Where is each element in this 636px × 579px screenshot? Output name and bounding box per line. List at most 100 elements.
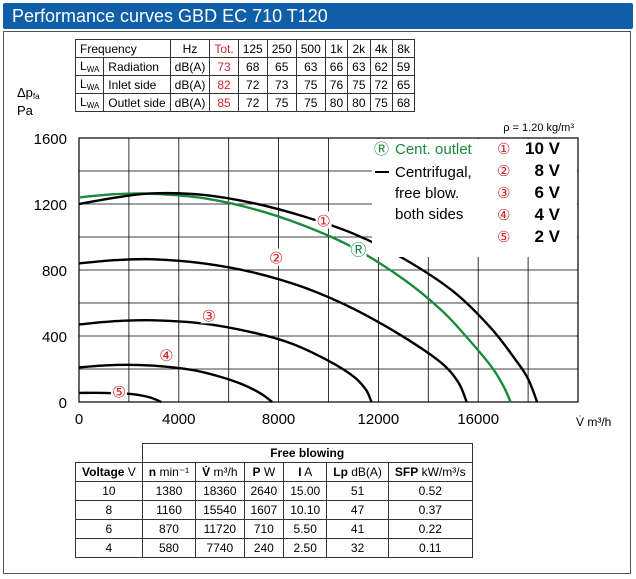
legend-voltage-symbol: ④ [497, 206, 510, 224]
table-cell: 0.22 [387, 519, 473, 539]
table-cell: 62 [369, 57, 393, 76]
row-label: Radiation [103, 57, 171, 76]
curve-2-v [78, 391, 162, 404]
y-axis-symbol: Δp [17, 85, 33, 100]
table-cell: 10.10 [283, 500, 328, 520]
table-cell: 75 [369, 93, 393, 112]
lwa-cell: LWA [74, 93, 105, 112]
chart-axes: 0 4000 8000 12000 16000 0 400 800 1200 1600 V̇ m³/… [34, 122, 612, 429]
chart-legend: Ⓡ Cent. outlet Centrifugal, free blow. both … [372, 139, 577, 257]
row-total: 82 [209, 75, 239, 94]
table-cell: 1607 [243, 500, 285, 520]
curve-marker-bg [350, 240, 367, 258]
table-cell: 72 [237, 93, 268, 112]
col-header-speed: n min⁻¹ [141, 462, 197, 482]
table-cell: 65 [266, 57, 297, 76]
sound-row-radiation: LWA Radiation dB(A) 73 68 65 63 66 63 62… [74, 57, 416, 76]
chart-series: ① ② ③ ④ ⑤ Ⓡ [78, 191, 539, 404]
performance-chart: 0 4000 8000 12000 16000 0 400 800 1200 1600 V̇ m³/… [34, 122, 612, 429]
free-table-group-row: Free blowing [76, 443, 473, 463]
table-cell: 15.00 [283, 481, 328, 501]
curve-marker-bg [268, 248, 285, 266]
table-cell: 73 [266, 75, 297, 94]
y-tick-label: 1200 [34, 197, 67, 214]
sound-row-inlet: LWA Inlet side dB(A) 82 72 73 75 76 75 7… [74, 75, 416, 94]
curve-marker-bg [158, 345, 175, 363]
curve-4-v [78, 363, 273, 403]
content-frame [3, 31, 631, 574]
table-row: 10 1380 18360 2640 15.00 51 0.52 [75, 481, 473, 501]
curve-marker: ③ [202, 306, 216, 325]
legend-cent-outlet-label: Cent. outlet [395, 141, 473, 158]
curve-marker: ① [316, 212, 330, 231]
legend-cent-outlet-symbol: Ⓡ [374, 140, 389, 158]
table-cell: 2640 [243, 481, 285, 501]
row-unit: dB(A) [169, 57, 211, 76]
table-cell: 18360 [195, 481, 245, 501]
col-header-sfp: SFP kW/m³/s [387, 462, 473, 482]
free-table-header-row: Voltage V n min⁻¹ V̇ m³/h P W I A Lp dB(… [75, 462, 473, 482]
y-axis-label: Δpfa Pa [17, 86, 40, 118]
y-tick-label: 800 [42, 263, 67, 280]
table-cell: 5.50 [283, 519, 328, 539]
legend-voltage-symbol: ⑤ [497, 228, 510, 246]
freq-header: 250 [266, 39, 297, 58]
table-cell: 870 [141, 519, 197, 539]
legend-background [372, 139, 577, 257]
table-cell: 51 [326, 481, 389, 501]
blank-cell [76, 444, 143, 463]
col-header-sound: Lp dB(A) [326, 462, 389, 482]
table-cell: 6 [75, 519, 143, 539]
legend-voltage-symbol: ② [497, 162, 510, 180]
table-cell: 76 [324, 75, 349, 94]
legend-voltage-label: 6 V [534, 183, 560, 202]
table-cell: 710 [243, 519, 285, 539]
table-cell: 580 [141, 538, 197, 558]
free-blowing-table: Free blowing Voltage V n min⁻¹ V̇ m³/h P… [75, 443, 473, 558]
row-total: 73 [209, 57, 239, 76]
sound-row-outlet: LWA Outlet side dB(A) 85 72 75 75 80 80 … [74, 93, 416, 112]
table-cell: 41 [326, 519, 389, 539]
sound-table-header-row: Frequency Hz Tot. 125 250 500 1k 2k 4k 8… [75, 39, 416, 58]
x-axis-label: V̇ m³/h [576, 415, 611, 429]
curve-marker-bg [200, 306, 217, 324]
table-cell: 0.37 [387, 500, 473, 520]
table-cell: 2.50 [283, 538, 328, 558]
table-cell: 8 [75, 500, 143, 520]
table-row: 8 1160 15540 1607 10.10 47 0.37 [75, 500, 473, 520]
curve-marker: Ⓡ [350, 240, 366, 259]
x-tick-label: 4000 [162, 411, 195, 428]
col-header-voltage: Voltage V [75, 462, 143, 482]
table-cell: 0.11 [387, 538, 473, 558]
frequency-header: Frequency [75, 39, 171, 58]
row-label: Outlet side [103, 93, 171, 112]
curve-6-v [78, 318, 373, 403]
free-blowing-header: Free blowing [141, 443, 473, 463]
table-cell: 75 [295, 93, 326, 112]
table-cell: 11720 [195, 519, 245, 539]
curve-marker-bg [110, 382, 127, 400]
x-tick-label: 12000 [358, 411, 400, 428]
legend-voltage-label: 2 V [534, 227, 560, 246]
curve-marker: ② [269, 249, 283, 268]
table-cell: 1160 [141, 500, 197, 520]
curve-marker: ④ [159, 346, 173, 365]
table-row: 4 580 7740 240 2.50 32 0.11 [75, 538, 473, 558]
col-header-airflow: V̇ m³/h [195, 462, 245, 482]
table-cell: 15540 [195, 500, 245, 520]
y-tick-label: 400 [42, 329, 67, 346]
freq-header: 4k [369, 39, 393, 58]
freq-header: 8k [391, 39, 416, 58]
table-cell: 0.52 [387, 481, 473, 501]
y-axis-unit: Pa [17, 103, 33, 118]
curve-10-v [78, 191, 539, 403]
table-cell: 240 [243, 538, 285, 558]
legend-free-blow-label: Centrifugal, [395, 164, 472, 181]
density-note: ρ = 1.20 kg/m³ [503, 122, 574, 134]
x-tick-label: 8000 [262, 411, 295, 428]
table-cell: 72 [369, 75, 393, 94]
y-tick-label: 0 [59, 395, 67, 412]
legend-free-blow-label: free blow. [395, 185, 459, 202]
table-cell: 75 [347, 75, 371, 94]
